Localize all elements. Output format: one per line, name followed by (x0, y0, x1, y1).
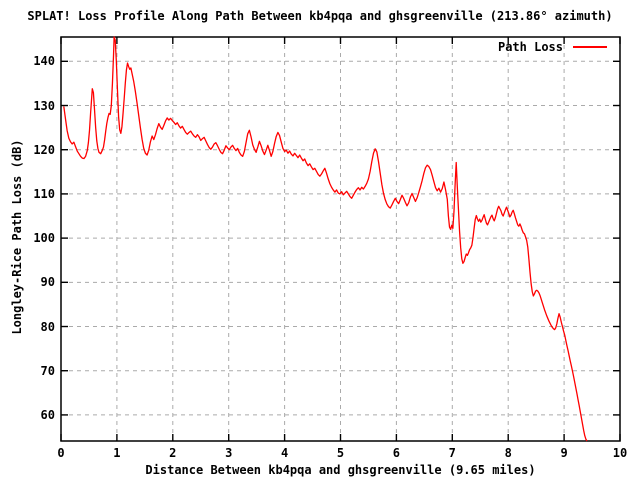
x-tick-label: 5 (336, 446, 345, 460)
x-tick-label: 2 (169, 446, 177, 460)
x-tick-label: 0 (57, 446, 65, 460)
y-tick-label: 90 (40, 275, 55, 290)
chart-title: SPLAT! Loss Profile Along Path Between k… (27, 9, 613, 23)
y-tick-label: 80 (40, 319, 55, 334)
x-axis-title: Distance Between kb4pqa and ghsgreenvill… (145, 463, 536, 477)
legend-line-sample (573, 46, 607, 48)
y-tick-label: 110 (33, 186, 55, 201)
x-tick-label: 1 (113, 446, 121, 460)
y-tick-label: 120 (33, 142, 55, 157)
y-tick-label: 140 (33, 54, 55, 69)
x-tick-label: 6 (392, 446, 400, 460)
x-tick-label: 10 (612, 446, 628, 460)
y-tick-label: 100 (33, 231, 55, 246)
x-tick-label: 8 (504, 446, 512, 460)
y-tick-label: 60 (40, 407, 55, 422)
legend-label: Path Loss (497, 40, 563, 54)
x-tick-label: 4 (280, 446, 289, 460)
path-loss-curve (63, 36, 588, 442)
x-tick-label: 9 (560, 446, 568, 460)
x-tick-label: 3 (225, 446, 233, 460)
x-tick-label: 7 (448, 446, 456, 460)
y-tick-label: 130 (33, 98, 55, 113)
y-tick-label: 70 (40, 363, 55, 378)
